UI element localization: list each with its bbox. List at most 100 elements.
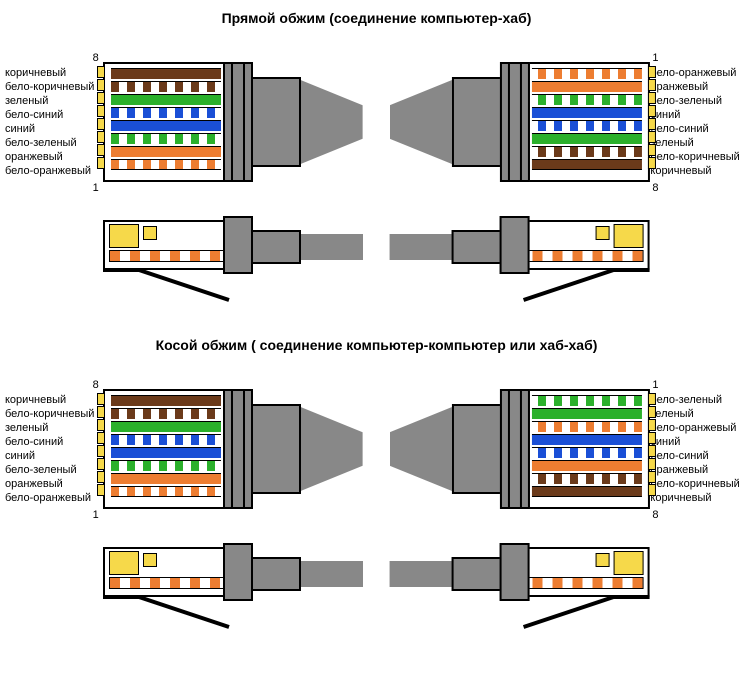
pin-number: 8 [93, 52, 99, 64]
wire-label: бело-синий [5, 108, 103, 122]
wire [532, 421, 642, 432]
strain-relief [223, 389, 253, 509]
wire-label: бело-коричневый [650, 150, 748, 164]
section-title: Косой обжим ( соединение компьютер-компь… [5, 337, 748, 353]
wire-side [109, 577, 239, 589]
left-wire-labels: коричневый бело-коричневый зеленый бело-… [5, 361, 103, 505]
wire-label: бело-зеленый [5, 136, 103, 150]
wire [532, 120, 642, 131]
wire-label: синий [5, 449, 103, 463]
gold-pin-side [143, 553, 157, 567]
gold-pins [97, 393, 105, 497]
boot [452, 230, 502, 264]
wire [111, 120, 221, 131]
wire [532, 447, 642, 458]
wire-label: бело-коричневый [5, 407, 103, 421]
wire-side [109, 250, 239, 262]
wires-right [532, 395, 642, 499]
right-connector-top [391, 34, 650, 204]
wires-left [111, 68, 221, 172]
wire-label: коричневый [5, 393, 103, 407]
wire-label: синий [650, 108, 748, 122]
strain-relief [500, 543, 530, 601]
wire-label: бело-зеленый [5, 463, 103, 477]
wire [111, 395, 221, 406]
pin-number: 1 [93, 509, 99, 521]
gold-pin-side [596, 226, 610, 240]
wire [532, 107, 642, 118]
wire [532, 486, 642, 497]
pin-number: 8 [652, 509, 658, 521]
wire [111, 107, 221, 118]
gold-pin-side [109, 551, 139, 575]
pin-number: 8 [93, 379, 99, 391]
gold-pin-side [109, 224, 139, 248]
boot [251, 557, 301, 591]
strain-relief [500, 62, 530, 182]
wire [532, 159, 642, 170]
wire-label: зеленый [650, 407, 748, 421]
gold-pin-side [614, 224, 644, 248]
boot [452, 77, 502, 167]
gold-pins [648, 66, 656, 170]
left-connector-side [103, 539, 362, 629]
wire [111, 447, 221, 458]
wire [111, 133, 221, 144]
wire-label: синий [650, 435, 748, 449]
wire [111, 486, 221, 497]
wire [111, 146, 221, 157]
wire-label: бело-оранжевый [650, 421, 748, 435]
gold-pin-side [614, 551, 644, 575]
wire [111, 408, 221, 419]
section-title: Прямой обжим (соединение компьютер-хаб) [5, 10, 748, 26]
page: Прямой обжим (соединение компьютер-хаб) … [0, 0, 753, 674]
wire [111, 434, 221, 445]
boot [251, 404, 301, 494]
side-view-row [5, 539, 748, 634]
boot [452, 557, 502, 591]
right-connector-side [391, 212, 650, 302]
strain-relief [223, 543, 253, 601]
top-view-row: коричневый бело-коричневый зеленый бело-… [5, 34, 748, 204]
left-connector-side [103, 212, 362, 302]
cable [301, 561, 363, 587]
wire-label: бело-синий [5, 435, 103, 449]
wire [532, 133, 642, 144]
strain-relief [223, 216, 253, 274]
cable [390, 561, 452, 587]
left-connector-top: 8 1 [103, 361, 362, 531]
pin-number: 1 [652, 379, 658, 391]
wire-label: зеленый [5, 94, 103, 108]
wire [111, 473, 221, 484]
section-straight: Прямой обжим (соединение компьютер-хаб) … [5, 10, 748, 307]
side-view-row [5, 212, 748, 307]
wire-side [514, 577, 644, 589]
wire-label: бело-зеленый [650, 393, 748, 407]
wire [111, 421, 221, 432]
left-wire-labels: коричневый бело-коричневый зеленый бело-… [5, 34, 103, 178]
wire-label: бело-оранжевый [5, 491, 103, 505]
wire [532, 460, 642, 471]
right-connector-top [391, 361, 650, 531]
wire [532, 68, 642, 79]
section-crossover: Косой обжим ( соединение компьютер-компь… [5, 337, 748, 634]
boot [251, 77, 301, 167]
wire-label: бело-синий [650, 122, 748, 136]
cable [301, 80, 363, 164]
wire [111, 68, 221, 79]
wires-right [532, 68, 642, 172]
strain-relief [500, 389, 530, 509]
wire [532, 408, 642, 419]
wire-label: синий [5, 122, 103, 136]
wire [111, 460, 221, 471]
wire-label: бело-коричневый [5, 80, 103, 94]
cable [301, 407, 363, 491]
pin-number: 8 [652, 182, 658, 194]
gold-pin-side [596, 553, 610, 567]
gold-pins [648, 393, 656, 497]
pin-number: 1 [93, 182, 99, 194]
wire-label: коричневый [650, 164, 748, 178]
wire-label: коричневый [650, 491, 748, 505]
wire-label: оранжевый [650, 463, 748, 477]
pin-number: 1 [652, 52, 658, 64]
